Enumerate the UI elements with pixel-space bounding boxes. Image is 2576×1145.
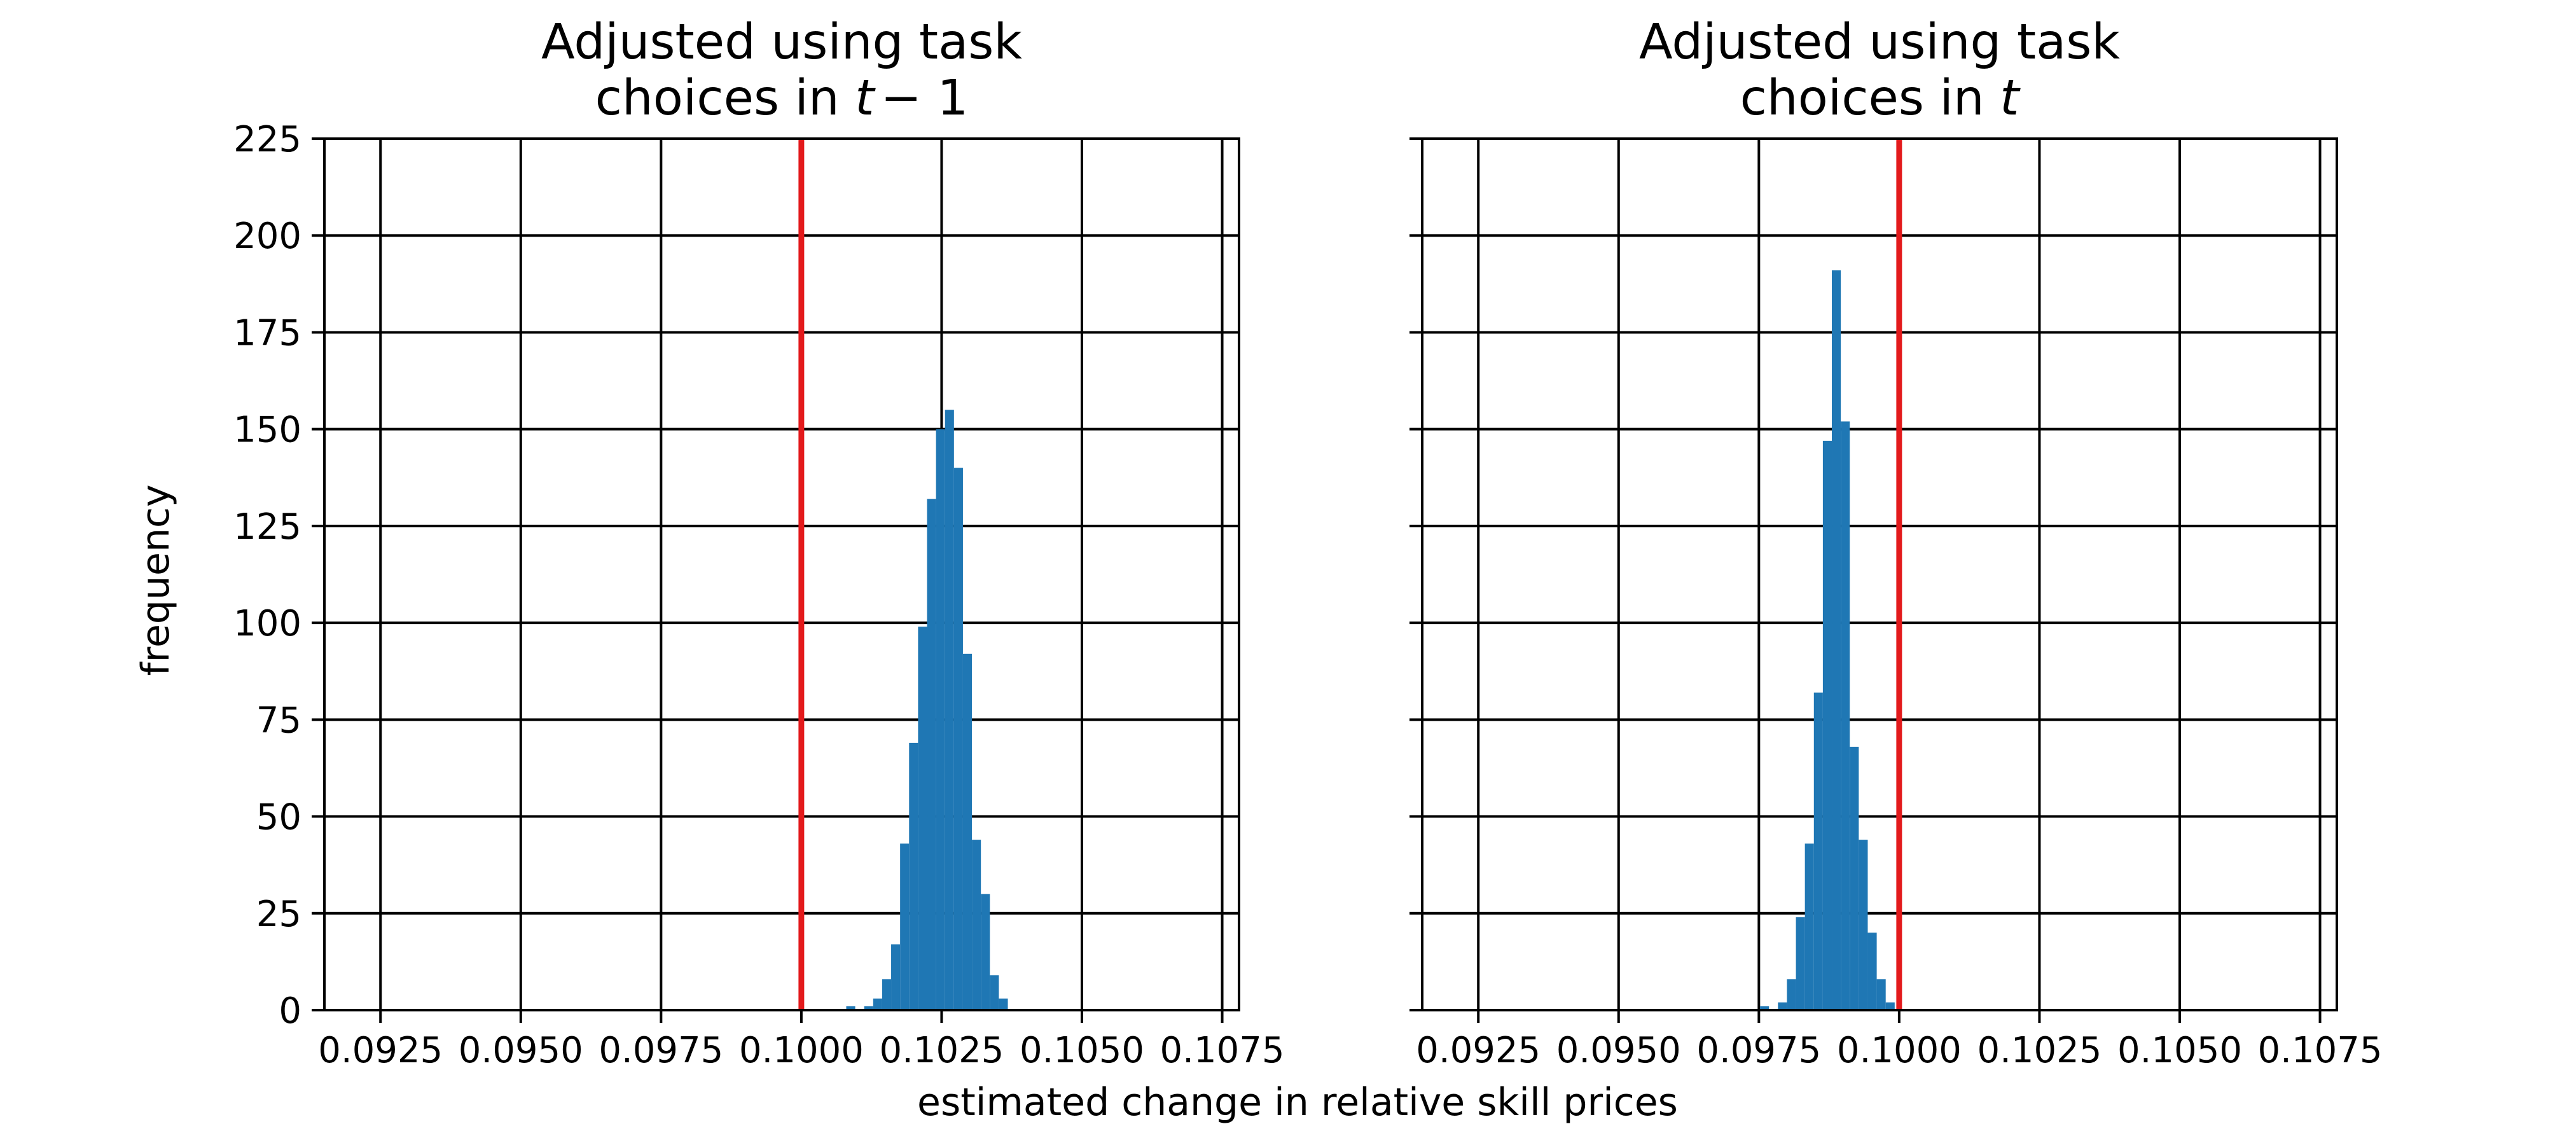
- x-tick-label: 0.0950: [459, 1030, 583, 1071]
- histogram-bar: [936, 429, 945, 1010]
- x-tick-label: 0.1075: [2258, 1030, 2383, 1071]
- histogram-bar: [909, 742, 918, 1010]
- y-tick-label: 225: [233, 119, 301, 160]
- histogram-bar: [1787, 979, 1796, 1010]
- chart-title-line-1: Adjusted using task: [541, 14, 1022, 71]
- histogram-bar: [1832, 270, 1841, 1010]
- y-tick-label: 125: [233, 506, 301, 548]
- histogram-bar: [873, 998, 882, 1010]
- histogram-bar: [882, 979, 892, 1010]
- histogram-bar: [962, 653, 973, 1010]
- histogram-bar: [1850, 746, 1859, 1010]
- x-tick-label: 0.1000: [739, 1030, 864, 1071]
- chart-title-line-2: choices in t − 1: [595, 70, 969, 127]
- x-axis-label: estimated change in relative skill price…: [917, 1080, 1678, 1125]
- histogram-bar: [945, 410, 954, 1010]
- chart-title-math-suffix: − 1: [880, 70, 968, 127]
- histogram-bar: [981, 894, 990, 1010]
- histogram-bar: [1804, 843, 1814, 1010]
- x-tick-label: 0.0975: [599, 1030, 723, 1071]
- histogram-bar: [1885, 1002, 1895, 1010]
- x-tick-label: 0.1025: [1977, 1030, 2102, 1071]
- x-tick-label: 0.0925: [318, 1030, 443, 1071]
- histogram-bar: [1796, 917, 1805, 1010]
- y-tick-label: 25: [256, 894, 301, 935]
- histogram-bar: [953, 468, 963, 1010]
- histogram-bar: [846, 1006, 855, 1010]
- chart-title-math-variable: t: [2000, 70, 2021, 127]
- x-tick-label: 0.1050: [1020, 1030, 1144, 1071]
- x-tick-label: 0.0975: [1696, 1030, 1821, 1071]
- histogram-bar: [1867, 933, 1877, 1010]
- histogram-bar: [1813, 692, 1823, 1010]
- x-tick-label: 0.1000: [1837, 1030, 1962, 1071]
- y-tick-label: 175: [233, 312, 301, 354]
- x-tick-label: 0.0950: [1556, 1030, 1681, 1071]
- histogram-bar: [900, 843, 910, 1010]
- y-tick-label: 0: [279, 990, 301, 1032]
- panel-right: 0.0925 0.0950 0.0975 0.1000 0.1025 0.1050 0.10…: [1409, 14, 2383, 1071]
- histogram-bar: [1760, 1006, 1769, 1010]
- histogram-bar: [1841, 421, 1850, 1010]
- histogram-bar: [891, 944, 901, 1010]
- chart-title-line-2: choices in t: [1740, 70, 2021, 127]
- x-tick-label: 0.0925: [1416, 1030, 1541, 1071]
- x-tick-label: 0.1075: [1160, 1030, 1285, 1071]
- x-tick-label: 0.1025: [879, 1030, 1004, 1071]
- y-tick-label: 200: [233, 216, 301, 257]
- axes-frame: [1421, 137, 2338, 1011]
- y-tick-label: 100: [233, 603, 301, 644]
- y-tick-label: 50: [256, 797, 301, 838]
- histogram-bar: [990, 975, 999, 1010]
- x-tick-label: 0.1050: [2117, 1030, 2242, 1071]
- chart-title-text: choices in: [1740, 70, 2000, 127]
- histogram-bar: [972, 840, 981, 1010]
- histogram-bar: [927, 499, 936, 1010]
- y-tick-label: 75: [256, 700, 301, 741]
- y-tick-label: 150: [233, 410, 301, 451]
- histogram-bar: [864, 1006, 873, 1010]
- panel-left: 0.0925 0.0950 0.0975 0.1000 0.1025 0.1050 0.10…: [233, 14, 1284, 1071]
- histogram-bar: [999, 998, 1008, 1010]
- histogram-bar: [1859, 840, 1868, 1010]
- y-axis-label: frequency: [134, 485, 178, 676]
- chart-title-text: choices in: [595, 70, 855, 127]
- histogram-bar: [1822, 440, 1832, 1010]
- histogram-bar: [918, 627, 927, 1010]
- axes-frame: [323, 137, 1240, 1011]
- chart-title-line-1: Adjusted using task: [1639, 14, 2120, 71]
- histogram-bar: [1778, 1002, 1787, 1010]
- chart-title-math-variable: t: [855, 70, 876, 127]
- histogram-bar: [1876, 979, 1886, 1010]
